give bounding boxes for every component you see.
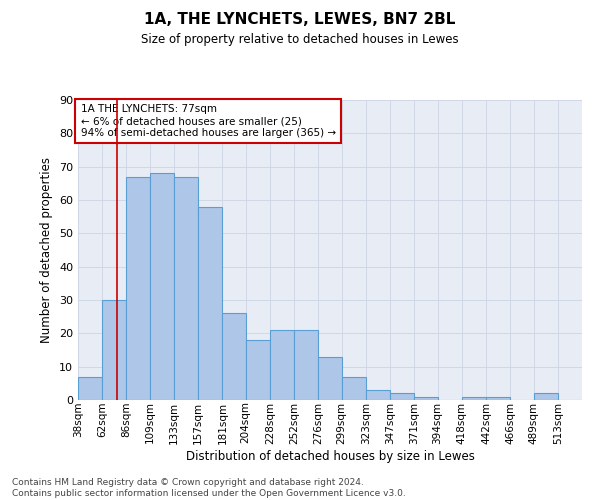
Bar xyxy=(341,376,366,400)
Bar xyxy=(198,206,223,400)
Bar xyxy=(390,394,415,400)
Bar xyxy=(366,390,390,400)
Bar xyxy=(486,396,510,400)
Text: Size of property relative to detached houses in Lewes: Size of property relative to detached ho… xyxy=(141,32,459,46)
Text: 1A THE LYNCHETS: 77sqm
← 6% of detached houses are smaller (25)
94% of semi-deta: 1A THE LYNCHETS: 77sqm ← 6% of detached … xyxy=(80,104,335,138)
Bar xyxy=(270,330,294,400)
Bar xyxy=(127,176,150,400)
Y-axis label: Number of detached properties: Number of detached properties xyxy=(40,157,53,343)
Bar xyxy=(102,300,127,400)
Bar xyxy=(223,314,245,400)
X-axis label: Distribution of detached houses by size in Lewes: Distribution of detached houses by size … xyxy=(185,450,475,464)
Bar xyxy=(174,176,198,400)
Bar xyxy=(150,174,174,400)
Bar xyxy=(415,396,437,400)
Text: Contains HM Land Registry data © Crown copyright and database right 2024.
Contai: Contains HM Land Registry data © Crown c… xyxy=(12,478,406,498)
Bar xyxy=(462,396,486,400)
Bar xyxy=(533,394,558,400)
Bar xyxy=(78,376,102,400)
Text: 1A, THE LYNCHETS, LEWES, BN7 2BL: 1A, THE LYNCHETS, LEWES, BN7 2BL xyxy=(145,12,455,28)
Bar xyxy=(319,356,341,400)
Bar xyxy=(245,340,270,400)
Bar xyxy=(294,330,319,400)
